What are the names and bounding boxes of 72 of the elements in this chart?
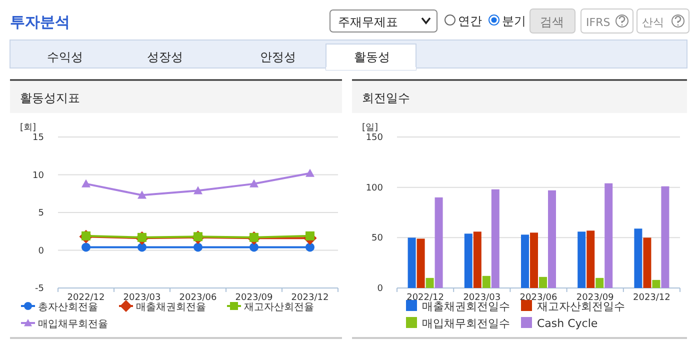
y-tick-label: 0 <box>38 246 44 256</box>
x-tick-label: 2023/03 <box>123 293 161 303</box>
bar <box>596 278 604 288</box>
point <box>250 179 258 188</box>
y-tick-label: 50 <box>372 234 384 244</box>
point <box>194 242 202 252</box>
text: 주재무제표 <box>338 15 398 29</box>
y-tick-label: 150 <box>366 133 384 143</box>
y-axis-title: [회] <box>20 123 36 133</box>
bar <box>434 197 443 288</box>
bar <box>491 189 500 288</box>
legend-label: Cash Cycle <box>537 317 598 330</box>
bar <box>416 238 425 288</box>
text: 연간 <box>458 14 482 28</box>
chart-title: 회전일수 <box>362 91 410 105</box>
bar <box>473 232 482 288</box>
x-tick-label: 2022/12 <box>406 293 444 303</box>
text: 안정성 <box>260 50 296 64</box>
legend-label: 총자산회전율 <box>38 302 98 313</box>
legend-label: 매입채무회전일수 <box>422 317 510 330</box>
legend-label: 재고자산회전율 <box>244 302 314 313</box>
x-tick-label: 2023/12 <box>633 293 670 303</box>
point <box>306 168 314 177</box>
bar <box>539 276 547 288</box>
text: 투자분석 <box>10 13 70 31</box>
bar <box>586 230 595 288</box>
bar <box>464 234 472 288</box>
bar <box>652 280 660 288</box>
bar <box>643 238 652 288</box>
bar <box>408 238 416 288</box>
chart-title: 활동성지표 <box>20 91 80 105</box>
y-tick-label: 15 <box>32 133 44 143</box>
point <box>194 186 202 194</box>
bar <box>482 276 490 288</box>
text: IFRS <box>586 16 610 29</box>
point <box>306 242 314 252</box>
text: 수익성 <box>47 50 83 64</box>
x-tick-label: 2023/09 <box>576 293 614 303</box>
x-tick-label: 2023/12 <box>291 293 329 303</box>
x-tick-label: 2023/03 <box>463 293 501 303</box>
legend-label: 매입채무회전율 <box>38 319 108 330</box>
bar <box>426 278 434 288</box>
point <box>138 242 146 252</box>
bar <box>548 190 556 288</box>
y-tick-label: 10 <box>32 170 44 181</box>
legend-label: 매출채권회전율 <box>136 302 206 313</box>
point <box>82 179 90 188</box>
bar <box>578 232 586 288</box>
legend-label: 재고자산회전일수 <box>537 300 625 313</box>
text: 분기 <box>502 14 526 28</box>
bar <box>521 234 529 288</box>
y-tick-label: 5 <box>38 208 44 218</box>
text: 활동성 <box>354 50 390 64</box>
y-tick-label: -5 <box>35 284 44 294</box>
text: 산식 <box>642 16 664 29</box>
x-tick-label: 2022/12 <box>67 293 105 303</box>
point <box>82 242 90 252</box>
text: 성장성 <box>147 50 183 64</box>
text: 검색 <box>540 15 564 29</box>
bar <box>634 228 642 288</box>
bar <box>661 186 670 288</box>
x-tick-label: 2023/06 <box>520 293 558 303</box>
bar <box>604 183 613 288</box>
legend-label: 매출채권회전일수 <box>422 300 510 313</box>
point <box>250 242 258 252</box>
x-tick-label: 2023/09 <box>235 293 273 303</box>
y-tick-label: 100 <box>366 183 384 194</box>
point <box>138 190 146 199</box>
y-tick-label: 0 <box>377 284 384 294</box>
x-tick-label: 2023/06 <box>179 293 217 303</box>
y-axis-title: [일] <box>362 123 378 133</box>
bar <box>530 232 538 288</box>
